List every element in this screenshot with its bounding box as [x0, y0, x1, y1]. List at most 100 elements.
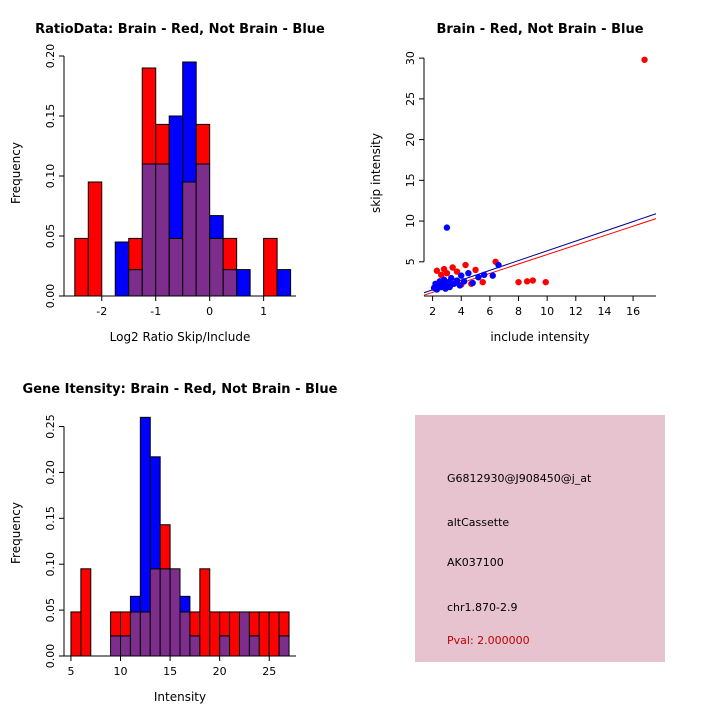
histogram-bar: [70, 611, 82, 657]
histogram-bar: [114, 241, 130, 297]
histogram-bar: [182, 181, 197, 297]
scatter-point: [462, 261, 469, 269]
histogram-bar: [129, 611, 141, 657]
histogram-bar: [159, 524, 171, 570]
histogram-bar: [209, 237, 224, 297]
scatter-point: [489, 272, 496, 279]
histogram-bar: [263, 237, 278, 297]
ratio-histogram-title: RatioData: Brain - Red, Not Brain - Blue: [35, 22, 325, 37]
scatter-point: [437, 271, 445, 279]
scatter-point: [479, 278, 486, 286]
x-tick-label: 10: [540, 305, 554, 318]
x-tick-label: 25: [262, 665, 276, 678]
histogram-bar: [209, 215, 224, 239]
scatter-point: [449, 264, 456, 271]
x-tick-label: 10: [114, 665, 128, 678]
histogram-bar: [179, 611, 191, 657]
histogram-bar: [209, 611, 221, 657]
annotation-info-panel: G6812930@J908450@j_at altCassette AK0371…: [360, 360, 720, 720]
histogram-bar: [195, 123, 211, 165]
histogram-bar: [74, 237, 89, 297]
histogram-bar: [139, 416, 151, 613]
histogram-bar: [120, 611, 131, 637]
scatter-point: [443, 224, 451, 231]
histogram-bar: [278, 611, 290, 637]
x-tick-label: 16: [626, 305, 640, 318]
intensity-scatter-plot: 2 4 6 8 10 12 14 16 5 10 15 20 25 30: [404, 51, 657, 318]
accession-text: AK037100: [447, 556, 504, 569]
ratio-histogram-panel: RatioData: Brain - Red, Not Brain - Blue…: [0, 0, 360, 360]
y-tick-label: 0.10: [44, 164, 57, 189]
y-tick-label: 0.00: [44, 284, 57, 309]
scatter-point: [458, 272, 465, 279]
histogram-bar: [199, 568, 211, 657]
intensity-scatter-title: Brain - Red, Not Brain - Blue: [436, 22, 644, 37]
histogram-bar: [139, 611, 151, 657]
y-tick-label: 0.05: [44, 598, 57, 623]
y-tick-label: 0.15: [44, 506, 57, 531]
x-tick-label: 1: [260, 305, 267, 318]
scatter-point: [480, 271, 488, 279]
histogram-bar: [155, 163, 170, 297]
y-tick-label: 20: [404, 133, 417, 147]
histogram-bar: [120, 635, 131, 657]
histogram-bar: [229, 611, 240, 657]
y-tick-label: 0.25: [44, 414, 57, 439]
y-tick-label: 30: [404, 51, 417, 65]
scatter-point: [475, 274, 482, 281]
histogram-bar: [149, 456, 161, 570]
y-tick-label: 5: [404, 258, 417, 265]
histogram-bar: [128, 237, 143, 271]
histogram-bar: [168, 115, 184, 239]
histogram-bar: [80, 568, 92, 657]
pvalue-text: Pval: 2.000000: [447, 634, 530, 647]
histogram-bar: [219, 611, 231, 637]
histogram-bar: [141, 67, 157, 165]
histogram-bar: [169, 568, 181, 657]
scatter-point: [443, 269, 451, 277]
intensity-scatter-x-label: include intensity: [490, 330, 590, 344]
histogram-bar: [278, 635, 290, 657]
scatter-point: [448, 274, 455, 282]
x-tick-label: 15: [163, 665, 177, 678]
histogram-bar: [276, 269, 292, 297]
y-tick-label: 25: [404, 92, 417, 106]
x-tick-label: 0: [206, 305, 213, 318]
x-tick-label: 4: [458, 305, 465, 318]
gene-intensity-x-label: Intensity: [153, 690, 207, 704]
location-text: chr1.870-2.9: [447, 601, 518, 614]
histogram-bar: [155, 123, 170, 165]
x-tick-label: 8: [515, 305, 522, 318]
x-tick-label: 12: [569, 305, 583, 318]
histogram-bar: [248, 635, 260, 657]
ratio-histogram-plot: -2 -1 0 1 0.00 0.05 0.10 0.15 0.20: [44, 44, 296, 318]
histogram-bar: [258, 611, 270, 657]
histogram-bar: [168, 237, 184, 297]
scatter-point: [433, 267, 441, 274]
y-tick-label: 0.20: [44, 460, 57, 485]
histogram-bar: [268, 611, 280, 657]
probe-id-text: G6812930@J908450@j_at: [447, 472, 592, 485]
histogram-bar: [222, 269, 238, 297]
info-box: G6812930@J908450@j_at altCassette AK0371…: [415, 415, 665, 662]
y-tick-label: 0.10: [44, 552, 57, 577]
x-tick-label: 2: [429, 305, 436, 318]
histogram-bar: [159, 568, 171, 657]
y-tick-label: 0.00: [44, 644, 57, 669]
histogram-bar: [248, 611, 260, 637]
scatter-point: [453, 277, 461, 284]
ratio-histogram-y-label: Frequency: [9, 142, 23, 204]
x-tick-label: 5: [67, 665, 74, 678]
scatter-point: [515, 278, 522, 286]
scatter-point: [465, 269, 472, 277]
histogram-bar: [219, 635, 231, 657]
histogram-bar: [87, 181, 103, 297]
gene-intensity-histogram-panel: Gene Itensity: Brain - Red, Not Brain - …: [0, 360, 360, 720]
scatter-point: [529, 277, 537, 284]
scatter-point: [641, 56, 648, 63]
scatter-point: [469, 279, 476, 287]
scatter-point: [542, 278, 549, 286]
scatter-point: [472, 266, 479, 274]
histogram-bar: [238, 611, 250, 657]
